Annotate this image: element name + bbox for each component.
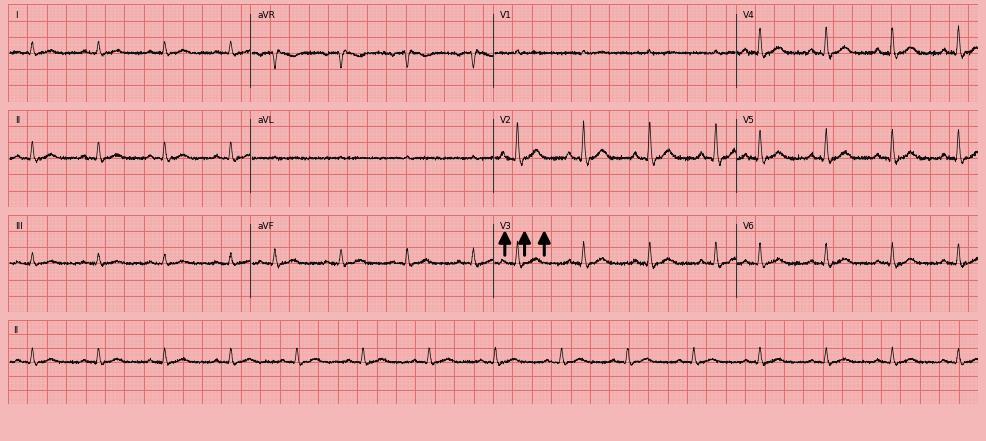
Text: V4: V4 [742,11,754,20]
Text: I: I [15,11,18,20]
Text: aVR: aVR [257,11,276,20]
Text: V2: V2 [500,116,512,125]
Text: aVF: aVF [257,221,274,231]
Text: V3: V3 [500,221,512,231]
Text: III: III [15,221,23,231]
Text: V5: V5 [742,116,754,125]
Text: II: II [13,326,18,335]
Text: V1: V1 [500,11,512,20]
Text: II: II [15,116,21,125]
Text: V6: V6 [742,221,754,231]
Text: aVL: aVL [257,116,274,125]
